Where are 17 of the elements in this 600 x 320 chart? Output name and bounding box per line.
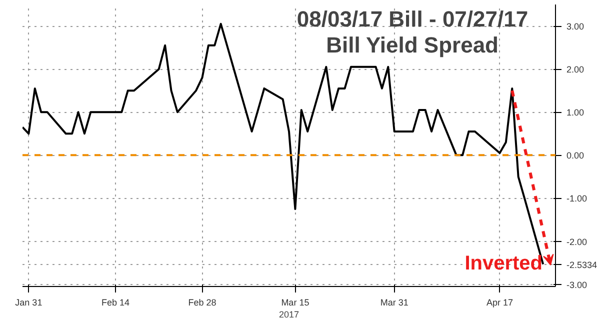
x-tick-label: Jan 31 <box>15 298 42 308</box>
y-tick-label: 1.00 <box>566 108 584 118</box>
annotation: Inverted <box>464 252 543 274</box>
y-tick-label: 2.00 <box>566 64 584 75</box>
y-tick-label: -3.00 <box>566 280 588 290</box>
y-tick-label: -1.00 <box>566 194 588 204</box>
y-tick-label: 0.00 <box>566 150 584 161</box>
x-tick-label: Feb 14 <box>101 298 130 308</box>
x-axis-title: 2017 <box>278 310 300 320</box>
y-tick-label: -2.00 <box>566 236 588 247</box>
x-tick-label: Mar 31 <box>380 298 408 308</box>
text: 08/03/17 Bill - 07/27/17 Bill Yield Spread <box>296 6 528 58</box>
y-tick-label: 3.00 <box>566 22 584 32</box>
y-tick-label: -2.5334 <box>566 260 598 270</box>
x-tick-label: Feb 28 <box>188 298 216 308</box>
x-tick-label: Mar 15 <box>281 298 310 308</box>
x-tick-label: Apr 17 <box>486 298 513 308</box>
